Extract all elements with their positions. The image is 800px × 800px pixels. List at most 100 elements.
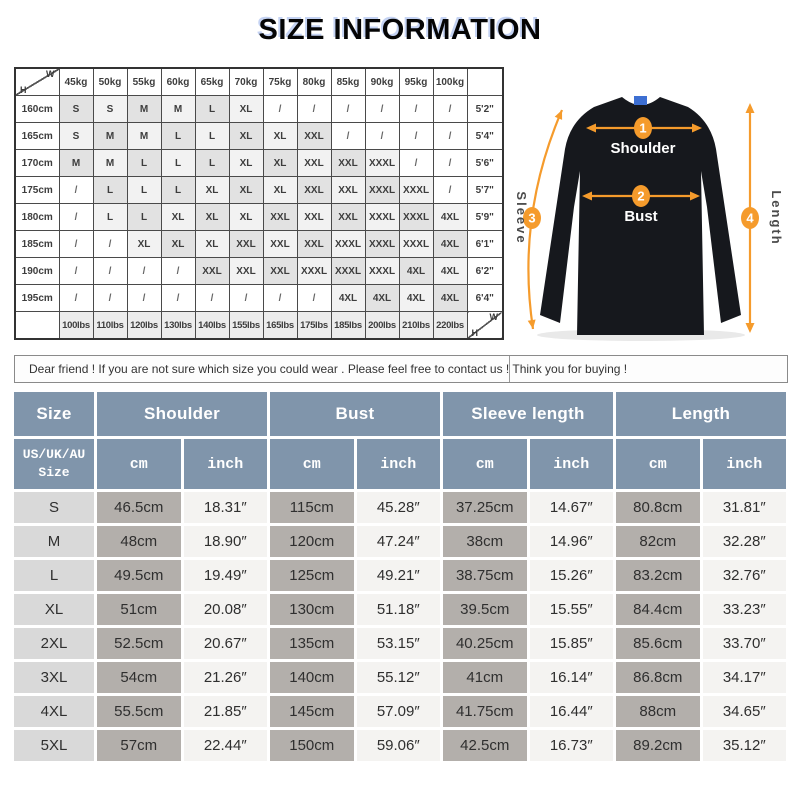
weight-header-cell: 70kg	[228, 67, 264, 96]
size-cell: S	[58, 122, 94, 150]
size-cell: XXXL	[398, 176, 434, 204]
detail-size-cell: M	[14, 526, 94, 557]
detail-cm-cell: 85.6cm	[616, 628, 700, 659]
matrix-row: 190cm / / / / XXL XXL XXL XXXL XXXL XXXL 4XL 4XL 6'2"	[14, 257, 504, 285]
detail-cm-cell: 115cm	[270, 492, 354, 523]
size-cell: M	[126, 95, 162, 123]
size-cell: 4XL	[432, 230, 468, 258]
page-title: SIZE INFORMATION	[258, 14, 542, 46]
measure-3-number: 3	[528, 211, 535, 226]
size-cell: XXL	[262, 257, 298, 285]
detail-inch-cell: 31.81″	[702, 492, 786, 523]
detail-cm-cell: 38.75cm	[443, 560, 527, 591]
size-cell: XXXL	[364, 176, 400, 204]
col-sleeve-header: Sleeve length	[443, 392, 613, 436]
size-cell: XXL	[262, 203, 298, 231]
imperial-height-cell: 6'4"	[466, 284, 504, 312]
size-cell: /	[92, 284, 128, 312]
matrix-body: 160cm S S M M L XL / / / / //5'2" 165cm S M M L L XL XL XXL /…	[14, 95, 504, 340]
detail-size-cell: XL	[14, 594, 94, 625]
size-cell: XL	[160, 230, 196, 258]
measure-3-badge	[523, 207, 541, 229]
size-cell: XXL	[262, 230, 298, 258]
detail-cm-cell: 83.2cm	[616, 560, 700, 591]
detail-row: 5XL 57cm 22.44″ 150cm 59.06″ 42.5cm 16.73″ 89.2…	[14, 730, 786, 761]
weight-header-cell: 80kg	[296, 67, 332, 96]
size-cell: XXL	[228, 230, 264, 258]
size-cell: L	[92, 203, 128, 231]
detail-inch-cell: 21.26″	[183, 662, 267, 693]
size-cell: XXXL	[330, 230, 366, 258]
size-cell: XL	[228, 176, 264, 204]
detail-cm-cell: 88cm	[616, 696, 700, 727]
detail-inch-cell: 18.90″	[183, 526, 267, 557]
height-weight-table: W H 45kg 50kg 55kg 60kg 65kg 70kg 75kg 80kg 85kg 90…	[14, 67, 504, 340]
size-cell: /	[398, 95, 434, 123]
detail-cm-cell: 57cm	[97, 730, 181, 761]
detail-inch-cell: 21.85″	[183, 696, 267, 727]
size-cell: L	[92, 176, 128, 204]
detail-cm-cell: 49.5cm	[97, 560, 181, 591]
size-cell: 4XL	[398, 284, 434, 312]
weight-header-cell: 100kg	[432, 67, 468, 96]
size-cell: /	[194, 284, 230, 312]
bust-label: Bust	[624, 208, 657, 225]
weight-header-cell: 85kg	[330, 67, 366, 96]
detail-inch-cell: 49.21″	[356, 560, 440, 591]
size-cell: XL	[228, 203, 264, 231]
detail-inch-cell: 35.12″	[702, 730, 786, 761]
size-cell: M	[92, 149, 128, 177]
collar-tag	[634, 96, 647, 105]
size-cell: XL	[228, 95, 264, 123]
size-cell: XL	[262, 176, 298, 204]
note-spacer	[510, 356, 787, 382]
size-cell: M	[92, 122, 128, 150]
garment-diagram: 1 Shoulder 2 Bust 3 Sl	[510, 67, 796, 347]
size-cell: XXL	[296, 122, 332, 150]
detail-size-cell: 3XL	[14, 662, 94, 693]
size-system-line1: US/UK/AU	[22, 447, 86, 463]
size-cell: M	[160, 95, 196, 123]
measure-2-number: 2	[637, 189, 644, 204]
detail-cm-cell: 86.8cm	[616, 662, 700, 693]
corner-weight-label: W	[46, 69, 55, 79]
height-label-cell: 195cm	[14, 284, 60, 312]
detail-inch-cell: 34.65″	[702, 696, 786, 727]
shoulder-label: Shoulder	[610, 140, 675, 157]
size-cell: /	[58, 284, 94, 312]
size-cell: /	[262, 95, 298, 123]
size-cell: /	[92, 230, 128, 258]
size-cell: XL	[228, 122, 264, 150]
size-cell: S	[92, 95, 128, 123]
size-cell: XXXL	[364, 203, 400, 231]
pounds-cell: 185lbs	[330, 311, 366, 340]
size-cell: XXL	[228, 257, 264, 285]
size-cell: XXL	[330, 149, 366, 177]
size-cell: XL	[194, 176, 230, 204]
size-cell: XXL	[296, 176, 332, 204]
shoulder-inch-header: inch	[183, 439, 267, 489]
detail-cm-cell: 42.5cm	[443, 730, 527, 761]
detail-inch-cell: 16.73″	[529, 730, 613, 761]
detail-inch-cell: 47.24″	[356, 526, 440, 557]
pounds-cell: 155lbs	[228, 311, 264, 340]
size-cell: S	[58, 95, 94, 123]
size-cell: XL	[126, 230, 162, 258]
detail-inch-cell: 32.28″	[702, 526, 786, 557]
detail-inch-cell: 20.08″	[183, 594, 267, 625]
size-cell: /	[330, 122, 366, 150]
detail-body: S 46.5cm 18.31″ 115cm 45.28″ 37.25cm 14.67″ 80.…	[14, 492, 786, 761]
height-label-cell: 190cm	[14, 257, 60, 285]
detail-header-row: Size Shoulder Bust Sleeve length Length	[14, 392, 786, 436]
size-cell: /	[160, 284, 196, 312]
size-cell: L	[160, 176, 196, 204]
weight-header-cell: 50kg	[92, 67, 128, 96]
corner-height-label: H	[20, 85, 27, 95]
size-cell: 4XL	[364, 284, 400, 312]
detail-row: 2XL 52.5cm 20.67″ 135cm 53.15″ 40.25cm 15.85″ 8…	[14, 628, 786, 659]
height-label-cell: 170cm	[14, 149, 60, 177]
matrix-weight-header-row: W H 45kg 50kg 55kg 60kg 65kg 70kg 75kg 80kg 85kg 90…	[14, 67, 504, 96]
detail-row: L 49.5cm 19.49″ 125cm 49.21″ 38.75cm 15.26″ 83.…	[14, 560, 786, 591]
detail-row: M 48cm 18.90″ 120cm 47.24″ 38cm 14.96″ 82cm 32.2…	[14, 526, 786, 557]
detail-inch-cell: 22.44″	[183, 730, 267, 761]
